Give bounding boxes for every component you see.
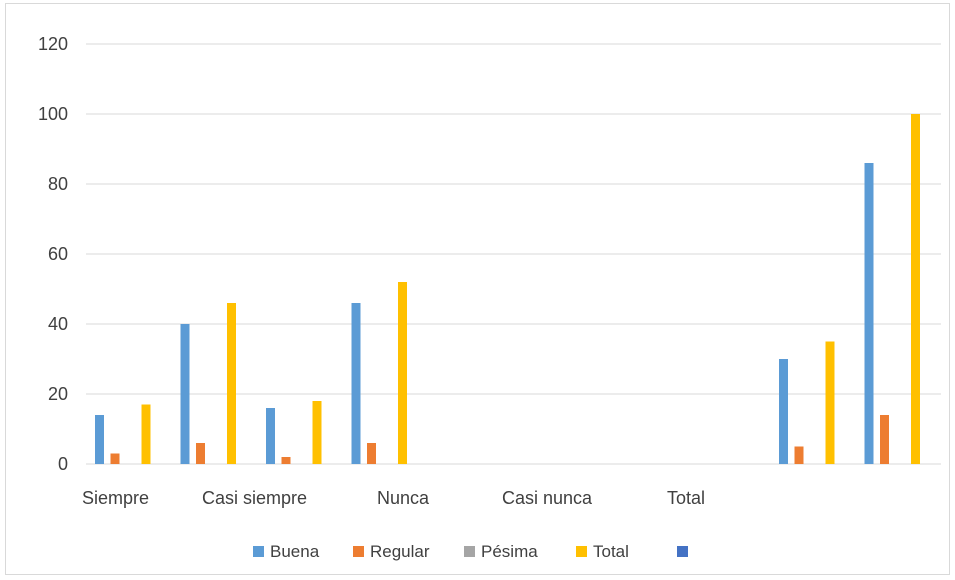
bar-regular <box>196 443 205 464</box>
bar-total <box>825 341 835 464</box>
x-axis-label: Casi siempre <box>202 488 307 508</box>
bar-chart: 0 20 40 60 80 100 120 Siempre Casi siempre Nunca… <box>38 34 941 561</box>
y-tick-label: 120 <box>38 34 68 54</box>
bar-total <box>398 282 407 464</box>
bar-regular <box>110 453 120 464</box>
bar-regular <box>880 415 889 464</box>
y-axis-tick-labels: 0 20 40 60 80 100 120 <box>38 34 68 474</box>
bar-buena <box>351 303 361 464</box>
bar-total <box>227 303 236 464</box>
legend-label: Total <box>593 542 629 561</box>
bar-regular <box>794 446 804 464</box>
bar-total <box>312 401 322 464</box>
chart-frame: 0 20 40 60 80 100 120 Siempre Casi siempre Nunca… <box>5 3 950 575</box>
x-axis-label: Total <box>667 488 705 508</box>
bar-total <box>911 114 920 464</box>
legend-label: Regular <box>370 542 430 561</box>
legend-swatch <box>353 546 364 557</box>
legend-swatch <box>464 546 475 557</box>
legend-swatch <box>576 546 587 557</box>
legend-label: Buena <box>270 542 320 561</box>
bars <box>95 114 920 464</box>
bar-buena <box>180 324 190 464</box>
legend: Buena Regular Pésima Total <box>253 542 688 561</box>
gridlines <box>86 43 941 465</box>
bar-regular <box>281 457 291 464</box>
y-tick-label: 20 <box>48 384 68 404</box>
x-axis-labels: Siempre Casi siempre Nunca Casi nunca Total <box>82 488 705 508</box>
bar-buena <box>864 163 874 464</box>
x-axis-label: Casi nunca <box>502 488 593 508</box>
y-tick-label: 60 <box>48 244 68 264</box>
x-axis-label: Siempre <box>82 488 149 508</box>
x-axis-label: Nunca <box>377 488 430 508</box>
y-tick-label: 100 <box>38 104 68 124</box>
bar-regular <box>367 443 376 464</box>
y-tick-label: 80 <box>48 174 68 194</box>
bar-buena <box>95 415 104 464</box>
legend-swatch <box>677 546 688 557</box>
y-tick-label: 0 <box>58 454 68 474</box>
legend-swatch <box>253 546 264 557</box>
y-tick-label: 40 <box>48 314 68 334</box>
legend-label: Pésima <box>481 542 538 561</box>
bar-total <box>141 404 151 464</box>
bar-buena <box>779 359 788 464</box>
bar-buena <box>266 408 275 464</box>
